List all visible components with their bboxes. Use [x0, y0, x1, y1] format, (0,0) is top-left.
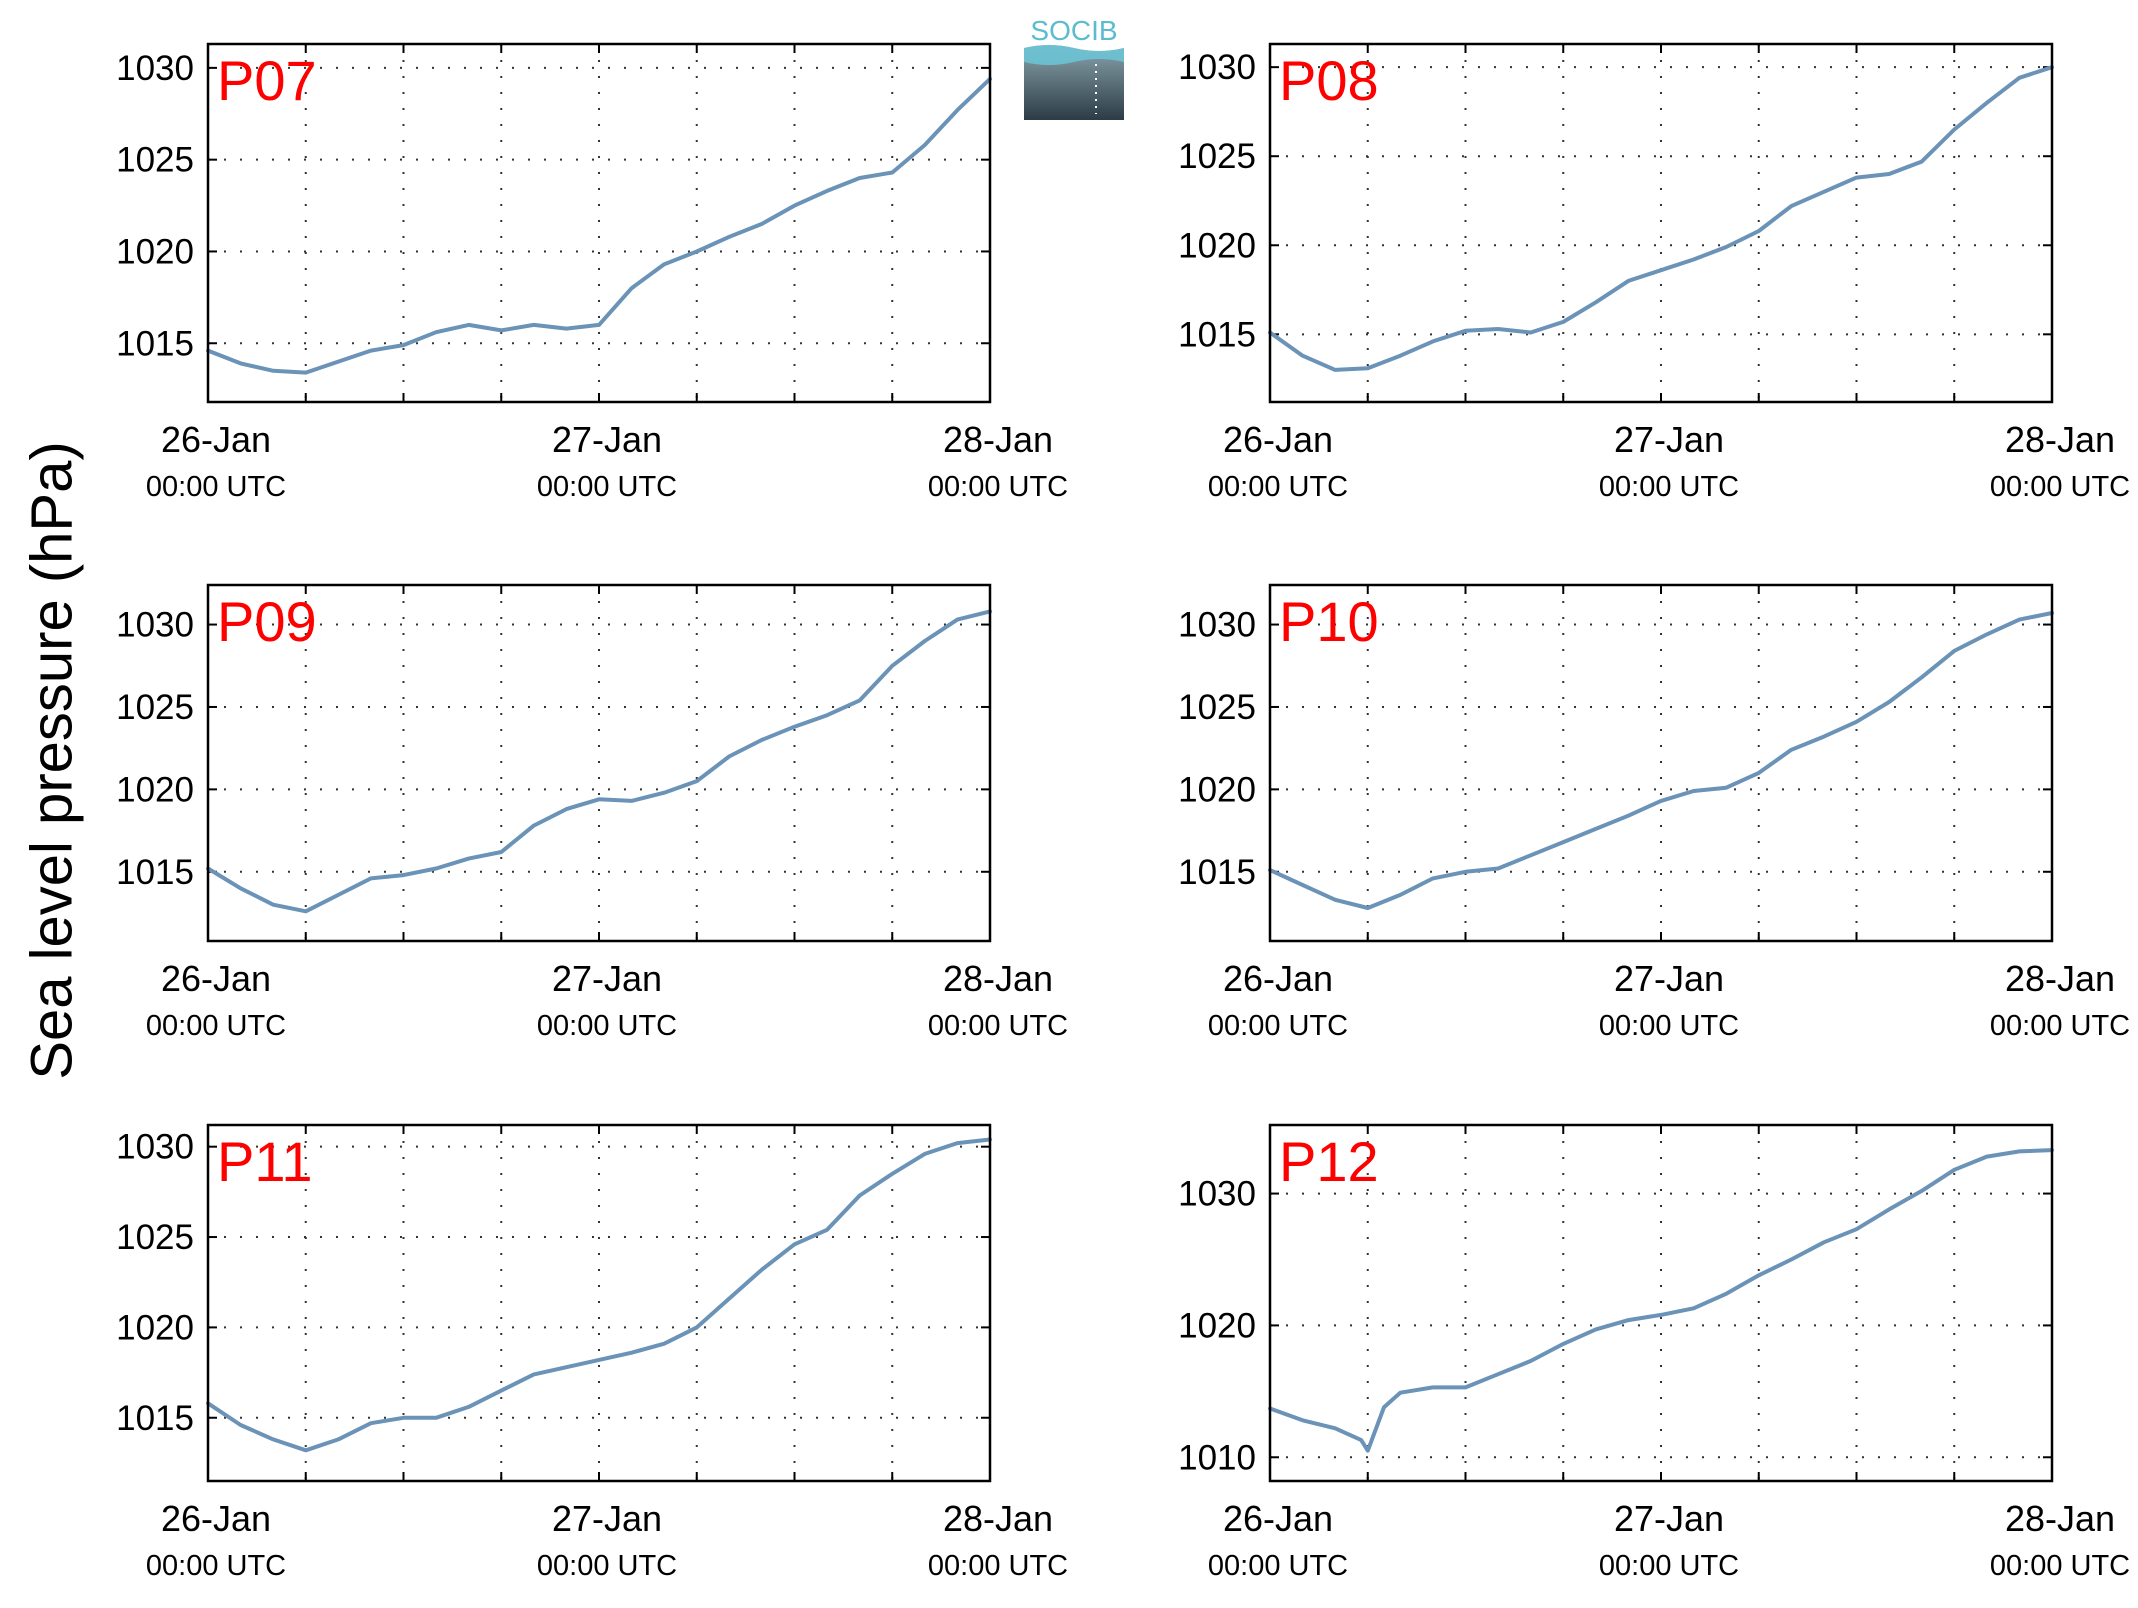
y-tick-label: 1020	[1178, 1306, 1256, 1345]
x-tick-label-date: 28-Jan	[943, 958, 1053, 999]
station-label: P08	[1279, 49, 1379, 112]
pressure-series-line	[1268, 611, 2054, 910]
x-tick-label-date: 28-Jan	[2005, 958, 2115, 999]
panel-p10: 1015 1020 1025 1030 26-Jan 00:00 UTC 27-Jan 00:…	[1178, 583, 2130, 1042]
x-tick-label-time: 00:00 UTC	[1208, 471, 1348, 503]
y-tick-label: 1025	[1178, 137, 1256, 176]
panel-p07: 1015 1020 1025 1030 26-Jan 00:00 UTC 27-Jan 00:…	[116, 42, 1068, 503]
y-tick-label: 1030	[1178, 1175, 1256, 1214]
pressure-series-line	[206, 1137, 992, 1453]
y-tick-label: 1015	[1178, 315, 1256, 354]
x-tick-label-time: 00:00 UTC	[928, 471, 1068, 503]
y-tick-label: 1020	[116, 232, 194, 271]
station-label: P09	[217, 590, 317, 653]
axes-frame	[206, 42, 992, 404]
x-tick-label-date: 27-Jan	[1614, 958, 1724, 999]
panel-p12: 1010 1020 1030 26-Jan 00:00 UTC 27-Jan 00:00 U…	[1178, 1123, 2130, 1582]
grid	[1270, 44, 2052, 402]
x-tick-label-time: 00:00 UTC	[928, 1010, 1068, 1042]
x-tick-label-date: 28-Jan	[2005, 419, 2115, 460]
grid	[208, 585, 990, 941]
pressure-series-line	[206, 76, 992, 375]
x-tick-label-date: 27-Jan	[552, 958, 662, 999]
grid	[208, 1125, 990, 1481]
y-tick-label: 1010	[1178, 1438, 1256, 1477]
x-tick-label-time: 00:00 UTC	[1599, 1010, 1739, 1042]
y-tick-label: 1015	[116, 853, 194, 892]
x-tick-label-time: 00:00 UTC	[1599, 471, 1739, 503]
x-tick-label-date: 28-Jan	[2005, 1498, 2115, 1539]
y-tick-label: 1030	[116, 49, 194, 88]
x-tick-label-time: 00:00 UTC	[1990, 1010, 2130, 1042]
pressure-series-line	[1268, 1148, 2054, 1453]
axes-frame	[206, 583, 992, 943]
y-tick-label: 1020	[116, 770, 194, 809]
grid	[208, 44, 990, 402]
x-tick-label-time: 00:00 UTC	[1208, 1550, 1348, 1582]
x-tick-label-date: 26-Jan	[161, 1498, 271, 1539]
x-tick-label-date: 26-Jan	[161, 958, 271, 999]
axes-frame	[1268, 42, 2054, 404]
x-tick-label-time: 00:00 UTC	[146, 1010, 286, 1042]
x-tick-label-date: 27-Jan	[552, 1498, 662, 1539]
x-tick-label-time: 00:00 UTC	[1599, 1550, 1739, 1582]
y-tick-label: 1015	[1178, 853, 1256, 892]
station-label: P12	[1279, 1130, 1379, 1193]
x-tick-label-date: 26-Jan	[1223, 1498, 1333, 1539]
y-tick-label: 1020	[116, 1308, 194, 1347]
x-tick-label-time: 00:00 UTC	[1208, 1010, 1348, 1042]
y-tick-label: 1030	[1178, 48, 1256, 87]
y-tick-label: 1025	[116, 1218, 194, 1257]
y-tick-label: 1020	[1178, 770, 1256, 809]
x-tick-label-time: 00:00 UTC	[537, 1010, 677, 1042]
y-tick-label: 1025	[116, 141, 194, 180]
x-tick-label-time: 00:00 UTC	[1990, 1550, 2130, 1582]
station-label: P07	[217, 49, 317, 112]
panel-p08: 1015 1020 1025 1030 26-Jan 00:00 UTC 27-Jan 00:…	[1178, 42, 2130, 503]
y-tick-label: 1030	[1178, 606, 1256, 645]
socib-logo-text: SOCIB	[1030, 18, 1117, 46]
x-tick-label-date: 26-Jan	[161, 419, 271, 460]
x-tick-label-time: 00:00 UTC	[146, 1550, 286, 1582]
x-tick-label-time: 00:00 UTC	[537, 471, 677, 503]
x-tick-label-date: 28-Jan	[943, 1498, 1053, 1539]
x-tick-label-date: 27-Jan	[1614, 419, 1724, 460]
x-tick-label-date: 27-Jan	[1614, 1498, 1724, 1539]
grid	[1270, 1125, 2052, 1481]
y-tick-label: 1015	[116, 324, 194, 363]
y-tick-label: 1025	[116, 688, 194, 727]
x-tick-label-date: 26-Jan	[1223, 419, 1333, 460]
x-tick-label-date: 27-Jan	[552, 419, 662, 460]
axes-frame	[1268, 1123, 2054, 1483]
y-tick-label: 1020	[1178, 226, 1256, 265]
grid	[1270, 585, 2052, 941]
axes-frame	[1268, 583, 2054, 943]
station-label: P11	[217, 1130, 312, 1193]
pressure-series-line	[206, 609, 992, 914]
axes-frame	[206, 1123, 992, 1483]
pressure-series-line	[1268, 65, 2054, 372]
y-tick-label: 1030	[116, 606, 194, 645]
x-tick-label-time: 00:00 UTC	[146, 471, 286, 503]
x-tick-label-time: 00:00 UTC	[537, 1550, 677, 1582]
panel-p11: 1015 1020 1025 1030 26-Jan 00:00 UTC 27-Jan 00:…	[116, 1123, 1068, 1582]
panel-p09: 1015 1020 1025 1030 26-Jan 00:00 UTC 27-Jan 00:…	[116, 583, 1068, 1042]
y-tick-label: 1025	[1178, 688, 1256, 727]
station-label: P10	[1279, 590, 1379, 653]
y-tick-label: 1015	[116, 1399, 194, 1438]
x-tick-label-time: 00:00 UTC	[1990, 471, 2130, 503]
socib-logo: SOCIB	[1024, 18, 1124, 120]
x-tick-label-time: 00:00 UTC	[928, 1550, 1068, 1582]
x-tick-label-date: 28-Jan	[943, 419, 1053, 460]
y-tick-label: 1030	[116, 1128, 194, 1167]
x-tick-label-date: 26-Jan	[1223, 958, 1333, 999]
